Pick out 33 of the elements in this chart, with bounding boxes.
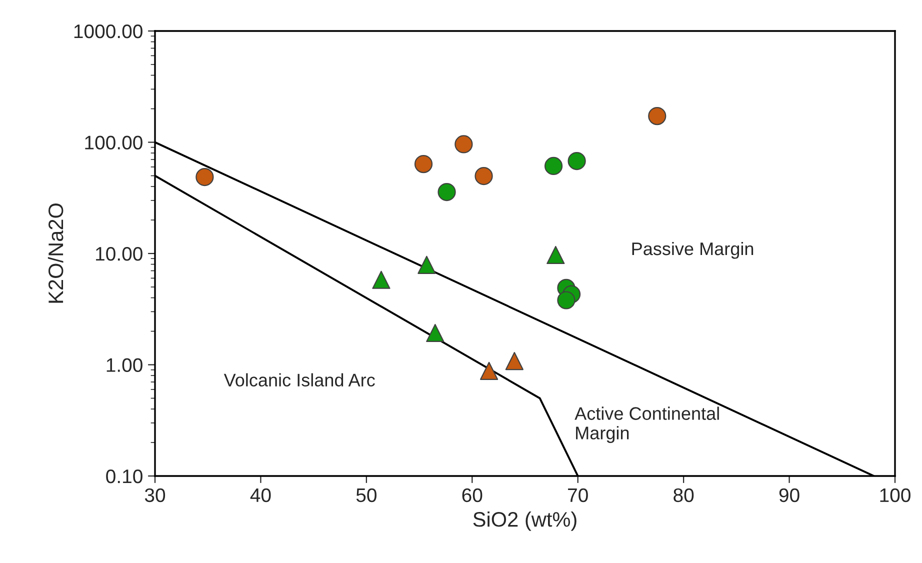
- point: [480, 362, 498, 380]
- point: [648, 106, 666, 126]
- x-axis-title: SiO2 (wt%): [473, 511, 576, 531]
- point: [372, 270, 390, 289]
- x-tick-label: 70: [568, 488, 588, 502]
- y-tick-label: 1.00: [106, 358, 142, 372]
- annotation: Active Continental Margin: [574, 406, 719, 443]
- y-axis-title: K2O/Na2O: [48, 204, 64, 303]
- x-tick-label: 100: [880, 488, 910, 502]
- point: [474, 166, 493, 186]
- x-tick-label: 40: [250, 488, 271, 502]
- y-tick-label: 1000.00: [74, 24, 142, 38]
- point: [557, 291, 576, 310]
- y-tick-label: 0.10: [106, 469, 142, 484]
- annotation: Passive Margin: [632, 242, 754, 259]
- point: [418, 256, 436, 274]
- point: [546, 246, 565, 264]
- y-tick-label: 100.00: [85, 136, 142, 150]
- x-tick-label: 90: [779, 488, 800, 502]
- point: [426, 324, 444, 342]
- point: [414, 154, 433, 174]
- x-tick-label: 30: [144, 488, 166, 502]
- x-tick-label: 60: [462, 488, 482, 502]
- annotation: Volcanic Island Arc: [224, 373, 375, 387]
- point: [544, 156, 563, 176]
- x-tick-label: 80: [674, 488, 694, 502]
- x-tick-label: 50: [356, 488, 376, 502]
- point: [505, 352, 524, 370]
- y-tick-label: 10.00: [96, 246, 142, 261]
- point: [438, 182, 456, 202]
- point: [196, 168, 214, 186]
- point: [568, 152, 586, 170]
- point: [454, 135, 473, 154]
